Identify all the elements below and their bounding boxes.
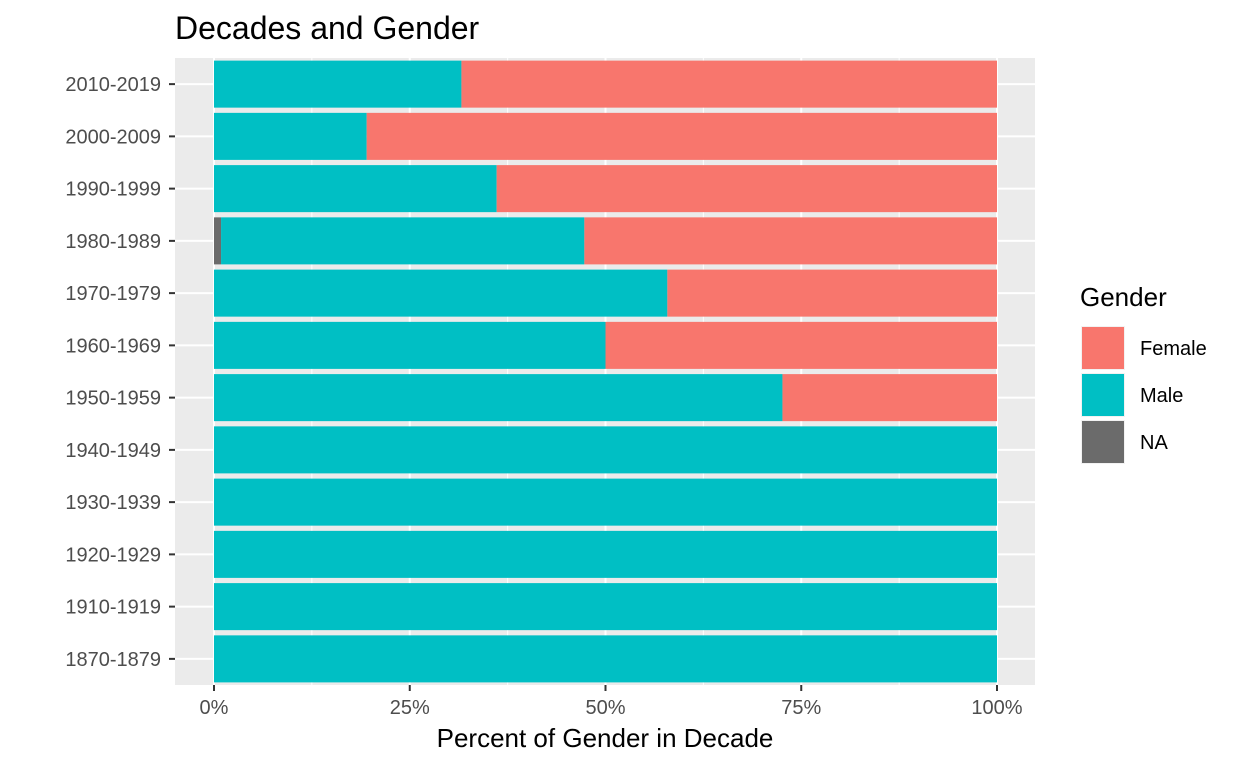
bar-male-2010-2019 bbox=[214, 60, 462, 108]
bar-male-1970-1979 bbox=[214, 269, 668, 317]
legend-swatch-female bbox=[1082, 327, 1124, 369]
legend-swatch-male bbox=[1082, 374, 1124, 416]
bar-male-1920-1929 bbox=[214, 530, 997, 578]
bar-female-1980-1989 bbox=[584, 217, 997, 265]
bar-female-1970-1979 bbox=[667, 269, 997, 317]
y-tick-label: 1910-1919 bbox=[65, 597, 161, 619]
y-axis: 2010-2019 2000-2009 1990-1999 1980-1989 1970… bbox=[65, 74, 175, 671]
y-tick-label: 1950-1959 bbox=[65, 388, 161, 410]
x-tick-label: 25% bbox=[390, 697, 430, 719]
y-tick-label: 1960-1969 bbox=[65, 335, 161, 357]
x-tick-label: 100% bbox=[971, 697, 1022, 719]
grid-minor bbox=[311, 58, 900, 685]
x-axis-title: Percent of Gender in Decade bbox=[437, 723, 774, 753]
legend-swatch-na bbox=[1082, 421, 1124, 463]
bar-male-2000-2009 bbox=[214, 112, 367, 160]
legend-label-male: Male bbox=[1140, 385, 1183, 407]
legend-label-na: NA bbox=[1140, 432, 1168, 454]
bar-male-1930-1939 bbox=[214, 478, 997, 526]
bar-male-1870-1879 bbox=[214, 635, 997, 683]
bar-male-1950-1959 bbox=[214, 374, 783, 422]
bar-na-1980-1989 bbox=[214, 217, 222, 265]
chart-title: Decades and Gender bbox=[175, 10, 480, 46]
bars bbox=[214, 60, 998, 683]
bar-male-1940-1949 bbox=[214, 426, 997, 474]
legend: Gender Female Male NA bbox=[1080, 282, 1207, 464]
y-tick-label: 1870-1879 bbox=[65, 649, 161, 671]
bar-male-1960-1969 bbox=[214, 321, 606, 369]
bar-female-1950-1959 bbox=[782, 374, 997, 422]
legend-title: Gender bbox=[1080, 282, 1167, 312]
y-tick-label: 1920-1929 bbox=[65, 544, 161, 566]
y-tick-label: 2000-2009 bbox=[65, 126, 161, 148]
bar-female-2000-2009 bbox=[366, 112, 997, 160]
x-tick-label: 50% bbox=[585, 697, 625, 719]
bar-male-1910-1919 bbox=[214, 583, 997, 631]
legend-label-female: Female bbox=[1140, 338, 1207, 360]
bar-female-1990-1999 bbox=[496, 165, 997, 213]
y-tick-label: 1980-1989 bbox=[65, 231, 161, 253]
bar-male-1990-1999 bbox=[214, 165, 497, 213]
bar-female-2010-2019 bbox=[461, 60, 998, 108]
bar-female-1960-1969 bbox=[605, 321, 997, 369]
x-axis: 0% 25% 50% 75% 100% bbox=[200, 685, 1023, 719]
y-tick-label: 1940-1949 bbox=[65, 440, 161, 462]
x-tick-label: 75% bbox=[781, 697, 821, 719]
y-tick-label: 1930-1939 bbox=[65, 492, 161, 514]
y-tick-label: 1990-1999 bbox=[65, 179, 161, 201]
y-tick-label: 1970-1979 bbox=[65, 283, 161, 305]
bar-male-1980-1989 bbox=[221, 217, 585, 265]
legend-items: Female Male NA bbox=[1081, 326, 1207, 464]
x-tick-label: 0% bbox=[200, 697, 229, 719]
y-tick-label: 2010-2019 bbox=[65, 74, 161, 96]
